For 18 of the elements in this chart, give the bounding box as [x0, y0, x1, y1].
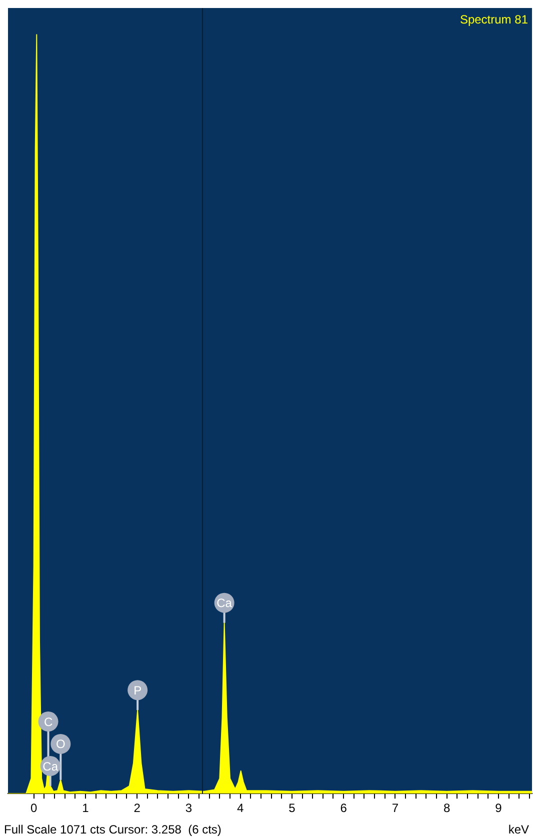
x-tick-label: 5: [288, 801, 296, 816]
annotation: Ca: [42, 759, 58, 774]
x-axis-title: keV: [508, 822, 529, 836]
annotation: P: [134, 683, 142, 698]
x-tick-label: 4: [236, 801, 244, 816]
x-tick-label: 2: [134, 801, 141, 816]
x-tick-label: 8: [443, 801, 450, 816]
x-tick-label: 7: [392, 801, 399, 816]
annotation: Ca: [216, 596, 232, 610]
x-tick-label: 0: [30, 801, 38, 816]
chart-title: Spectrum 81: [460, 12, 528, 26]
annotation: O: [56, 737, 66, 752]
text: Full Scale 1071 cts Cursor: 3.258 (6 cts): [4, 822, 222, 836]
annotation: C: [44, 714, 53, 729]
x-tick-label: 9: [495, 801, 502, 816]
x-tick-label: 1: [82, 801, 90, 816]
x-tick-label: 3: [185, 801, 192, 816]
x-tick-label: 6: [340, 801, 348, 816]
